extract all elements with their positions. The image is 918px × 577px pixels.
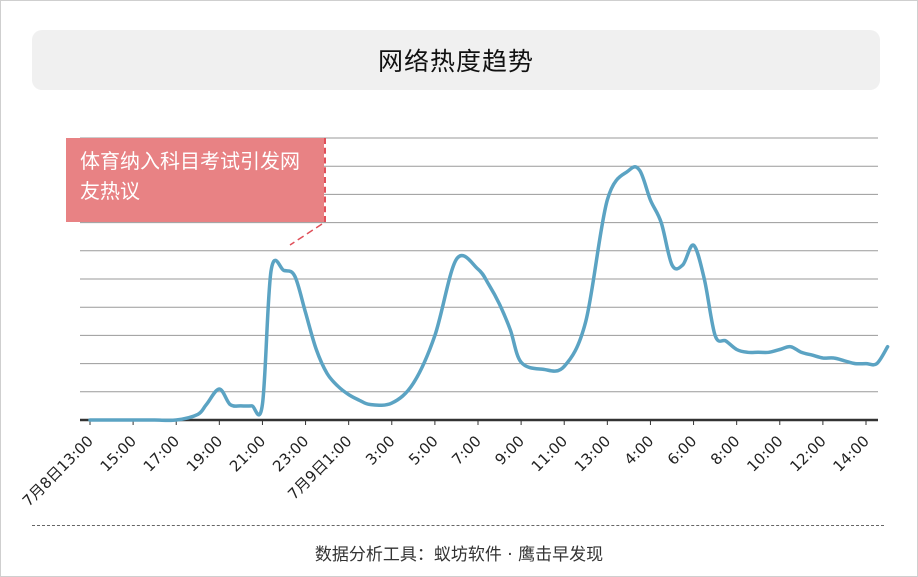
x-tick-label: 12:00	[786, 432, 829, 475]
x-tick-label: 14:00	[830, 432, 873, 475]
x-tick-label: 17:00	[140, 432, 183, 475]
x-tick-label: 13:00	[571, 432, 614, 475]
x-tick-label: 10:00	[743, 432, 786, 475]
x-tick-label: 11:00	[528, 432, 571, 475]
x-tick-label: 6:00	[664, 432, 701, 469]
title-bar: 网络热度趋势	[32, 30, 880, 90]
x-tick-label: 7:00	[448, 432, 485, 469]
x-tick-label: 19:00	[183, 432, 226, 475]
x-tick-label: 3:00	[362, 432, 399, 469]
footer-source: 数据分析工具：蚁坊软件 · 鹰击早发现	[314, 545, 604, 565]
series-line	[88, 165, 890, 423]
x-tick-label: 9:00	[491, 432, 528, 469]
annotation-pointer	[289, 223, 323, 246]
annotation-callout: 体育纳入科目考试引发网友热议	[66, 138, 324, 222]
annotation-edge	[324, 138, 326, 222]
page-title: 网络热度趋势	[377, 47, 534, 76]
footer-divider	[32, 525, 884, 526]
x-tick-label: 7月8日13:00	[19, 432, 97, 510]
x-tick-label: 15:00	[97, 432, 140, 475]
x-tick-label: 8:00	[707, 432, 744, 469]
x-tick-label: 4:00	[621, 432, 658, 469]
annotation-text: 体育纳入科目考试引发网友热议	[80, 149, 300, 203]
x-tick-label: 21:00	[226, 432, 269, 475]
x-tick-label: 5:00	[405, 432, 442, 469]
